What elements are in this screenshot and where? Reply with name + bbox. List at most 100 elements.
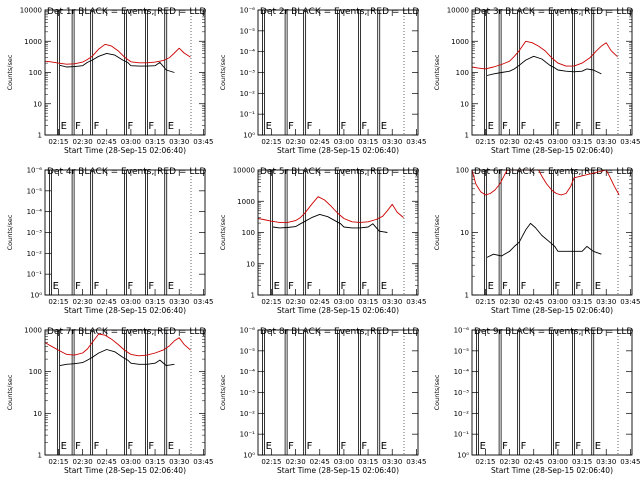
y-tick-label: 1000 (24, 38, 42, 46)
y-tick-label: 1000 (237, 198, 255, 206)
x-tick-label: 02:15 (261, 138, 281, 146)
x-tick-label: 03:00 (548, 138, 568, 146)
x-tick-label: 03:45 (406, 138, 426, 146)
y-tick-label: 10⁻² (240, 410, 256, 418)
marker-label: F (288, 441, 294, 452)
y-tick-label: 10⁻³ (454, 389, 470, 397)
x-tick-label: 02:15 (261, 298, 281, 306)
marker-label: F (554, 281, 560, 292)
x-tick-label: 03:00 (334, 458, 354, 466)
y-tick-label: 10⁰ (30, 292, 42, 300)
y-axis-label: Counts/sec (6, 214, 14, 250)
lld-series-line (257, 196, 404, 223)
marker-label: F (361, 121, 367, 132)
plot-frame (44, 329, 206, 456)
x-tick-label: 02:45 (524, 298, 544, 306)
x-axis-label: Start Time (28-Sep-15 02:06:40) (491, 146, 613, 155)
y-tick-label: 10⁻⁶ (240, 327, 256, 335)
x-tick-label: 02:30 (72, 138, 92, 146)
panel-1: Det 1r BLACK = Events, RED = LLDCounts/s… (6, 7, 213, 156)
y-axis-label: Counts/sec (433, 54, 441, 90)
marker-label: E (381, 441, 387, 452)
y-tick-label: 1 (38, 132, 42, 140)
y-tick-label: 1 (465, 292, 469, 300)
y-tick-label: 10⁻¹ (454, 431, 470, 439)
x-tick-label: 02:15 (48, 298, 68, 306)
x-tick-label: 03:30 (596, 458, 616, 466)
x-tick-label: 02:15 (475, 138, 495, 146)
x-tick-label: 03:30 (382, 458, 402, 466)
marker-label: F (340, 281, 346, 292)
marker-label: F (127, 281, 133, 292)
x-tick-label: 03:15 (572, 298, 592, 306)
plot-frame (471, 329, 633, 456)
x-tick-label: 02:15 (261, 458, 281, 466)
plot-frame (257, 9, 419, 136)
marker-label: F (75, 281, 81, 292)
marker-label: F (521, 441, 527, 452)
marker-label: F (148, 121, 154, 132)
x-tick-label: 03:45 (620, 298, 640, 306)
marker-label: E (381, 281, 387, 292)
x-tick-label: 02:30 (285, 298, 305, 306)
marker-label: E (61, 441, 67, 452)
marker-label: F (575, 121, 581, 132)
x-axis-label: Start Time (28-Sep-15 02:06:40) (277, 306, 399, 315)
x-tick-label: 02:45 (310, 298, 330, 306)
y-tick-label: 1 (38, 452, 42, 460)
marker-label: F (361, 441, 367, 452)
plot-frame (44, 169, 206, 296)
y-tick-label: 10⁻⁴ (27, 208, 43, 216)
y-tick-label: 10⁻³ (27, 229, 43, 237)
y-tick-label: 10⁻⁶ (454, 327, 470, 335)
marker-label: F (288, 281, 294, 292)
marker-label: E (266, 441, 272, 452)
x-tick-label: 02:15 (475, 458, 495, 466)
panel-2: Det 2r BLACK = Events, RED = LLDCounts/s… (219, 7, 426, 156)
y-tick-label: 10⁻⁵ (454, 347, 470, 355)
marker-label: F (148, 281, 154, 292)
marker-label: F (94, 281, 100, 292)
y-tick-label: 100 (456, 167, 469, 175)
x-tick-label: 03:00 (548, 298, 568, 306)
marker-label: F (502, 121, 508, 132)
panel-7: Det 7r BLACK = Events, RED = LLDCounts/s… (6, 327, 213, 476)
marker-label: F (340, 441, 346, 452)
x-axis-label: Start Time (28-Sep-15 02:06:40) (491, 466, 613, 475)
y-tick-label: 10⁰ (243, 132, 255, 140)
y-tick-label: 1 (465, 132, 469, 140)
plot-frame (44, 9, 206, 136)
y-tick-label: 10⁻⁶ (27, 167, 43, 175)
x-tick-label: 02:30 (499, 458, 519, 466)
marker-label: F (75, 121, 81, 132)
x-tick-label: 03:30 (169, 458, 189, 466)
marker-label: E (381, 121, 387, 132)
y-axis-label: Counts/sec (219, 374, 227, 410)
y-tick-label: 10000 (233, 167, 255, 175)
y-tick-label: 10⁰ (457, 452, 469, 460)
marker-label: F (288, 121, 294, 132)
marker-label: E (595, 441, 601, 452)
lld-series-line (44, 43, 191, 65)
panel-5: Det 5r BLACK = Events, RED = LLDCounts/s… (219, 167, 426, 316)
y-tick-label: 10⁻⁵ (240, 347, 256, 355)
y-tick-label: 10 (460, 100, 469, 108)
y-tick-label: 10⁻⁴ (240, 48, 256, 56)
y-tick-label: 1000 (451, 38, 469, 46)
y-tick-label: 10⁻⁵ (27, 187, 43, 195)
y-axis-label: Counts/sec (433, 214, 441, 250)
marker-label: F (94, 121, 100, 132)
x-tick-label: 03:45 (193, 458, 213, 466)
y-tick-label: 10 (246, 260, 255, 268)
x-tick-label: 03:45 (193, 138, 213, 146)
y-tick-label: 10⁻² (240, 90, 256, 98)
marker-label: F (307, 121, 313, 132)
y-tick-label: 10⁻¹ (240, 431, 256, 439)
marker-label: E (595, 121, 601, 132)
marker-label: E (274, 281, 280, 292)
x-tick-label: 03:30 (596, 298, 616, 306)
marker-label: F (127, 441, 133, 452)
x-tick-label: 02:30 (499, 298, 519, 306)
x-axis-label: Start Time (28-Sep-15 02:06:40) (64, 466, 186, 475)
x-tick-label: 03:00 (334, 298, 354, 306)
